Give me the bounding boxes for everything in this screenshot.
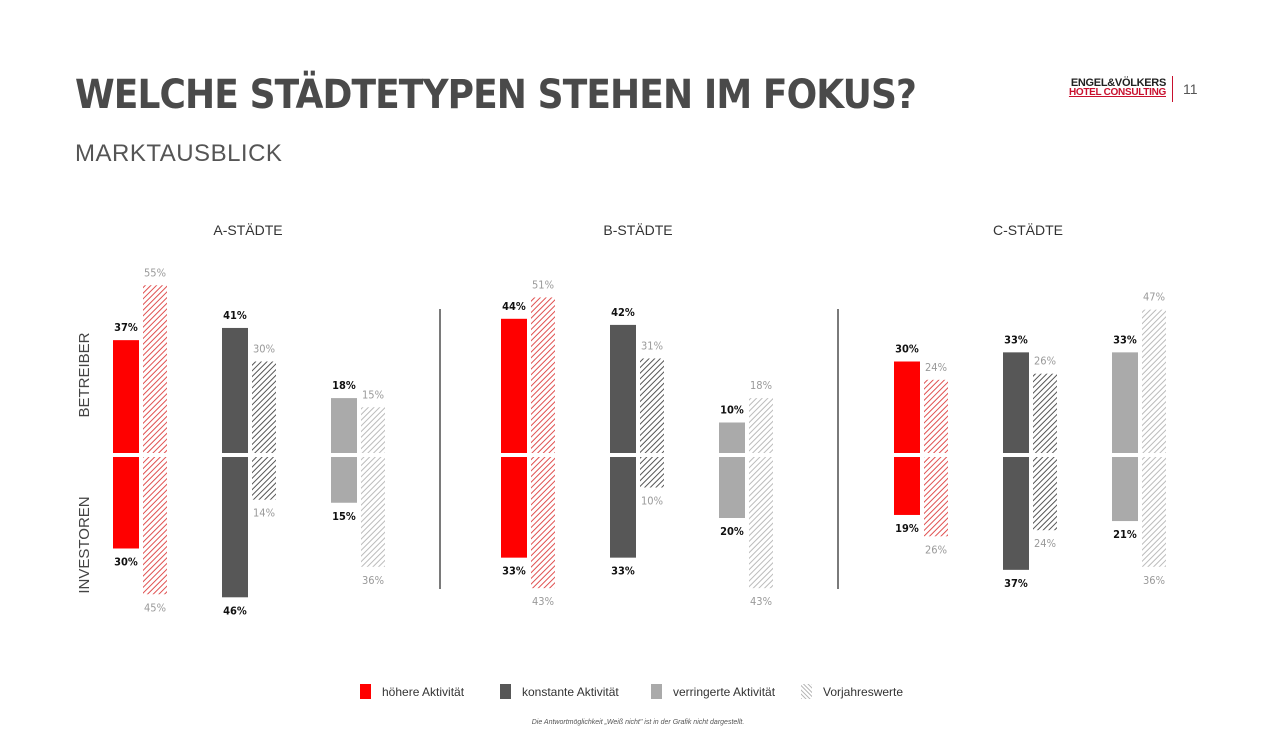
- value-label-investoren: 30%: [114, 556, 138, 569]
- value-label-betreiber: 33%: [1113, 333, 1137, 346]
- legend-swatch-vorjahr: [801, 684, 812, 699]
- bar-betreiber-vorjahr: [1033, 373, 1057, 453]
- bar-betreiber: [113, 340, 139, 453]
- bar-investoren: [894, 457, 920, 515]
- legend-swatch-hoehere: [360, 684, 371, 699]
- value-label-betreiber: 41%: [223, 309, 247, 322]
- bar-investoren-vorjahr: [924, 457, 948, 537]
- page-title: WELCHE STÄDTETYPEN STEHEN IM FOKUS?: [75, 72, 917, 118]
- value-label-investoren: 21%: [1113, 528, 1137, 541]
- value-label-investoren-vorjahr: 10%: [641, 495, 663, 508]
- bar-betreiber: [1003, 352, 1029, 453]
- logo-line-2: HOTEL CONSULTING: [1068, 87, 1166, 98]
- value-label-betreiber-vorjahr: 55%: [144, 266, 166, 279]
- row-label-betreiber: BETREIBER: [76, 332, 93, 417]
- legend-label-hoehere: höhere Aktivität: [382, 685, 465, 699]
- bar-investoren: [1112, 457, 1138, 522]
- group-title: B-STÄDTE: [603, 222, 672, 238]
- logo-line-1: ENGEL&VÖLKERS: [1070, 77, 1166, 89]
- value-label-betreiber: 37%: [114, 321, 138, 334]
- bar-betreiber-vorjahr: [1142, 309, 1166, 453]
- value-label-investoren: 15%: [332, 510, 356, 523]
- bar-betreiber: [719, 422, 745, 453]
- bar-investoren-vorjahr: [640, 457, 664, 488]
- value-label-investoren-vorjahr: 43%: [750, 595, 772, 608]
- group-title: A-STÄDTE: [213, 222, 282, 238]
- page-subtitle: MARKTAUSBLICK: [75, 140, 283, 167]
- bar-investoren: [113, 457, 139, 549]
- legend-label-vorjahr: Vorjahreswerte: [823, 685, 904, 699]
- bar-betreiber: [501, 318, 527, 453]
- value-label-betreiber: 33%: [1004, 333, 1028, 346]
- value-label-investoren: 33%: [502, 565, 526, 578]
- legend-swatch-konstante: [500, 684, 511, 699]
- value-label-investoren-vorjahr: 36%: [1143, 574, 1165, 587]
- bar-investoren-vorjahr: [361, 457, 385, 567]
- footnote: Die Antwortmöglichkeit „Weiß nicht" ist …: [531, 719, 745, 726]
- value-label-investoren-vorjahr: 14%: [253, 507, 275, 520]
- bar-investoren-vorjahr: [749, 457, 773, 589]
- bar-investoren-vorjahr: [1033, 457, 1057, 531]
- value-label-investoren: 37%: [1004, 577, 1028, 590]
- bar-investoren-vorjahr: [1142, 457, 1166, 567]
- group-title: C-STÄDTE: [993, 222, 1063, 238]
- value-label-investoren-vorjahr: 43%: [532, 595, 554, 608]
- chart-legend: höhere Aktivität konstante Aktivität ver…: [0, 684, 1276, 704]
- bar-investoren: [1003, 457, 1029, 570]
- bar-betreiber: [1112, 352, 1138, 453]
- value-label-betreiber-vorjahr: 51%: [532, 278, 554, 291]
- value-label-investoren: 46%: [223, 604, 247, 617]
- value-label-investoren: 20%: [720, 525, 744, 538]
- value-label-betreiber: 10%: [720, 404, 744, 417]
- logo-divider: [1172, 76, 1173, 102]
- bar-investoren-vorjahr: [531, 457, 555, 589]
- bar-betreiber-vorjahr: [252, 361, 276, 453]
- bar-betreiber-vorjahr: [924, 379, 948, 453]
- value-label-betreiber-vorjahr: 24%: [925, 361, 947, 374]
- bar-investoren: [719, 457, 745, 518]
- value-label-betreiber-vorjahr: 31%: [641, 339, 663, 352]
- value-label-betreiber-vorjahr: 15%: [362, 388, 384, 401]
- value-label-betreiber: 42%: [611, 306, 635, 319]
- value-label-investoren-vorjahr: 26%: [925, 543, 947, 556]
- bar-investoren-vorjahr: [252, 457, 276, 500]
- bar-betreiber-vorjahr: [531, 297, 555, 453]
- value-label-betreiber: 44%: [502, 300, 526, 313]
- page-number: 11: [1183, 81, 1198, 97]
- value-label-investoren: 19%: [895, 522, 919, 535]
- value-label-betreiber-vorjahr: 26%: [1034, 355, 1056, 368]
- value-label-investoren-vorjahr: 36%: [362, 574, 384, 587]
- legend-label-konstante: konstante Aktivität: [522, 685, 619, 699]
- brand-logo: ENGEL&VÖLKERS HOTEL CONSULTING: [1066, 78, 1166, 98]
- value-label-betreiber: 30%: [895, 343, 919, 356]
- bar-betreiber: [331, 398, 357, 453]
- bar-betreiber-vorjahr: [143, 285, 167, 453]
- bar-investoren: [331, 457, 357, 503]
- legend-label-verringerte: verringerte Aktivität: [673, 685, 776, 699]
- bar-investoren: [501, 457, 527, 558]
- value-label-betreiber-vorjahr: 47%: [1143, 291, 1165, 304]
- row-label-investoren: INVESTOREN: [76, 496, 93, 593]
- bar-betreiber-vorjahr: [749, 398, 773, 453]
- value-label-betreiber-vorjahr: 30%: [253, 343, 275, 356]
- value-label-betreiber: 18%: [332, 379, 356, 392]
- bar-betreiber: [222, 327, 248, 453]
- bar-investoren: [222, 457, 248, 598]
- bar-investoren-vorjahr: [143, 457, 167, 595]
- value-label-investoren-vorjahr: 45%: [144, 601, 166, 614]
- bar-betreiber-vorjahr: [361, 407, 385, 453]
- bar-investoren: [610, 457, 636, 558]
- bar-betreiber-vorjahr: [640, 358, 664, 453]
- legend-swatch-verringerte: [651, 684, 662, 699]
- value-label-betreiber-vorjahr: 18%: [750, 379, 772, 392]
- bar-betreiber: [610, 324, 636, 453]
- value-label-investoren-vorjahr: 24%: [1034, 537, 1056, 550]
- value-label-investoren: 33%: [611, 565, 635, 578]
- bar-betreiber: [894, 361, 920, 453]
